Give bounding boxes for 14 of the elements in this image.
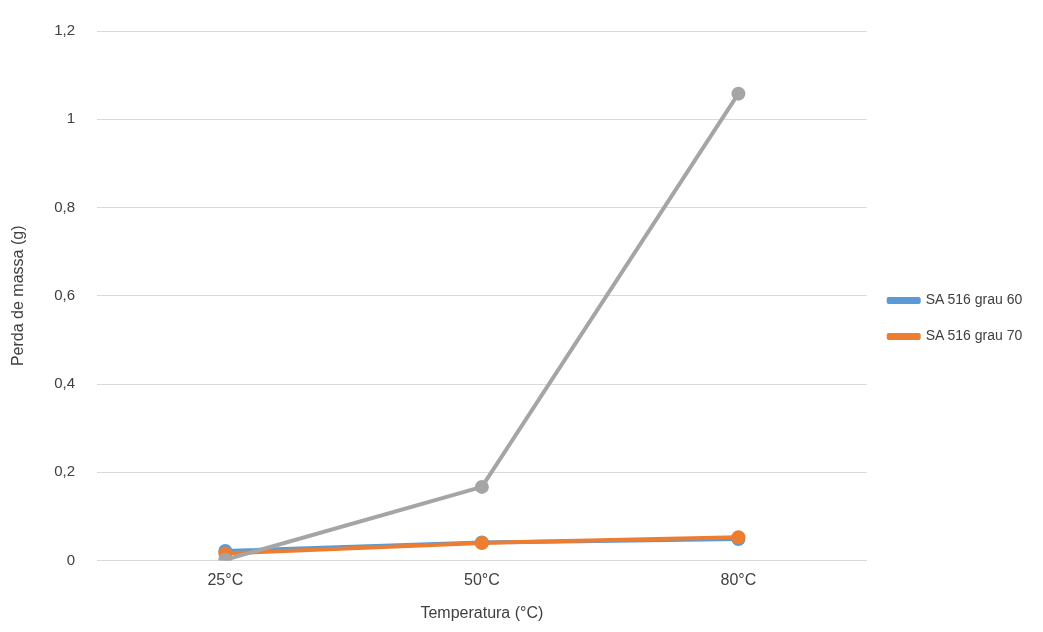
y-axis-title: Perda de massa (g)	[9, 225, 27, 367]
y-tick-label: 0,8	[54, 197, 76, 215]
y-tick-label: 0,4	[54, 374, 76, 392]
legend-label: SA 516 grau 60	[925, 291, 1023, 308]
x-tick-label: 50°C	[464, 570, 500, 588]
x-tick-label: 25°C	[207, 570, 244, 588]
y-tick-label: 1,2	[54, 21, 76, 39]
y-tick-label: 0	[66, 550, 76, 568]
x-axis-title: Temperatura (°C)	[420, 603, 544, 621]
y-tick-label: 0,6	[54, 285, 76, 303]
x-tick-label: 80°C	[720, 570, 757, 588]
y-tick-label: 1	[66, 109, 76, 127]
y-tick-label: 0,2	[54, 462, 76, 480]
legend-label: SA 516 grau 70	[925, 327, 1023, 344]
